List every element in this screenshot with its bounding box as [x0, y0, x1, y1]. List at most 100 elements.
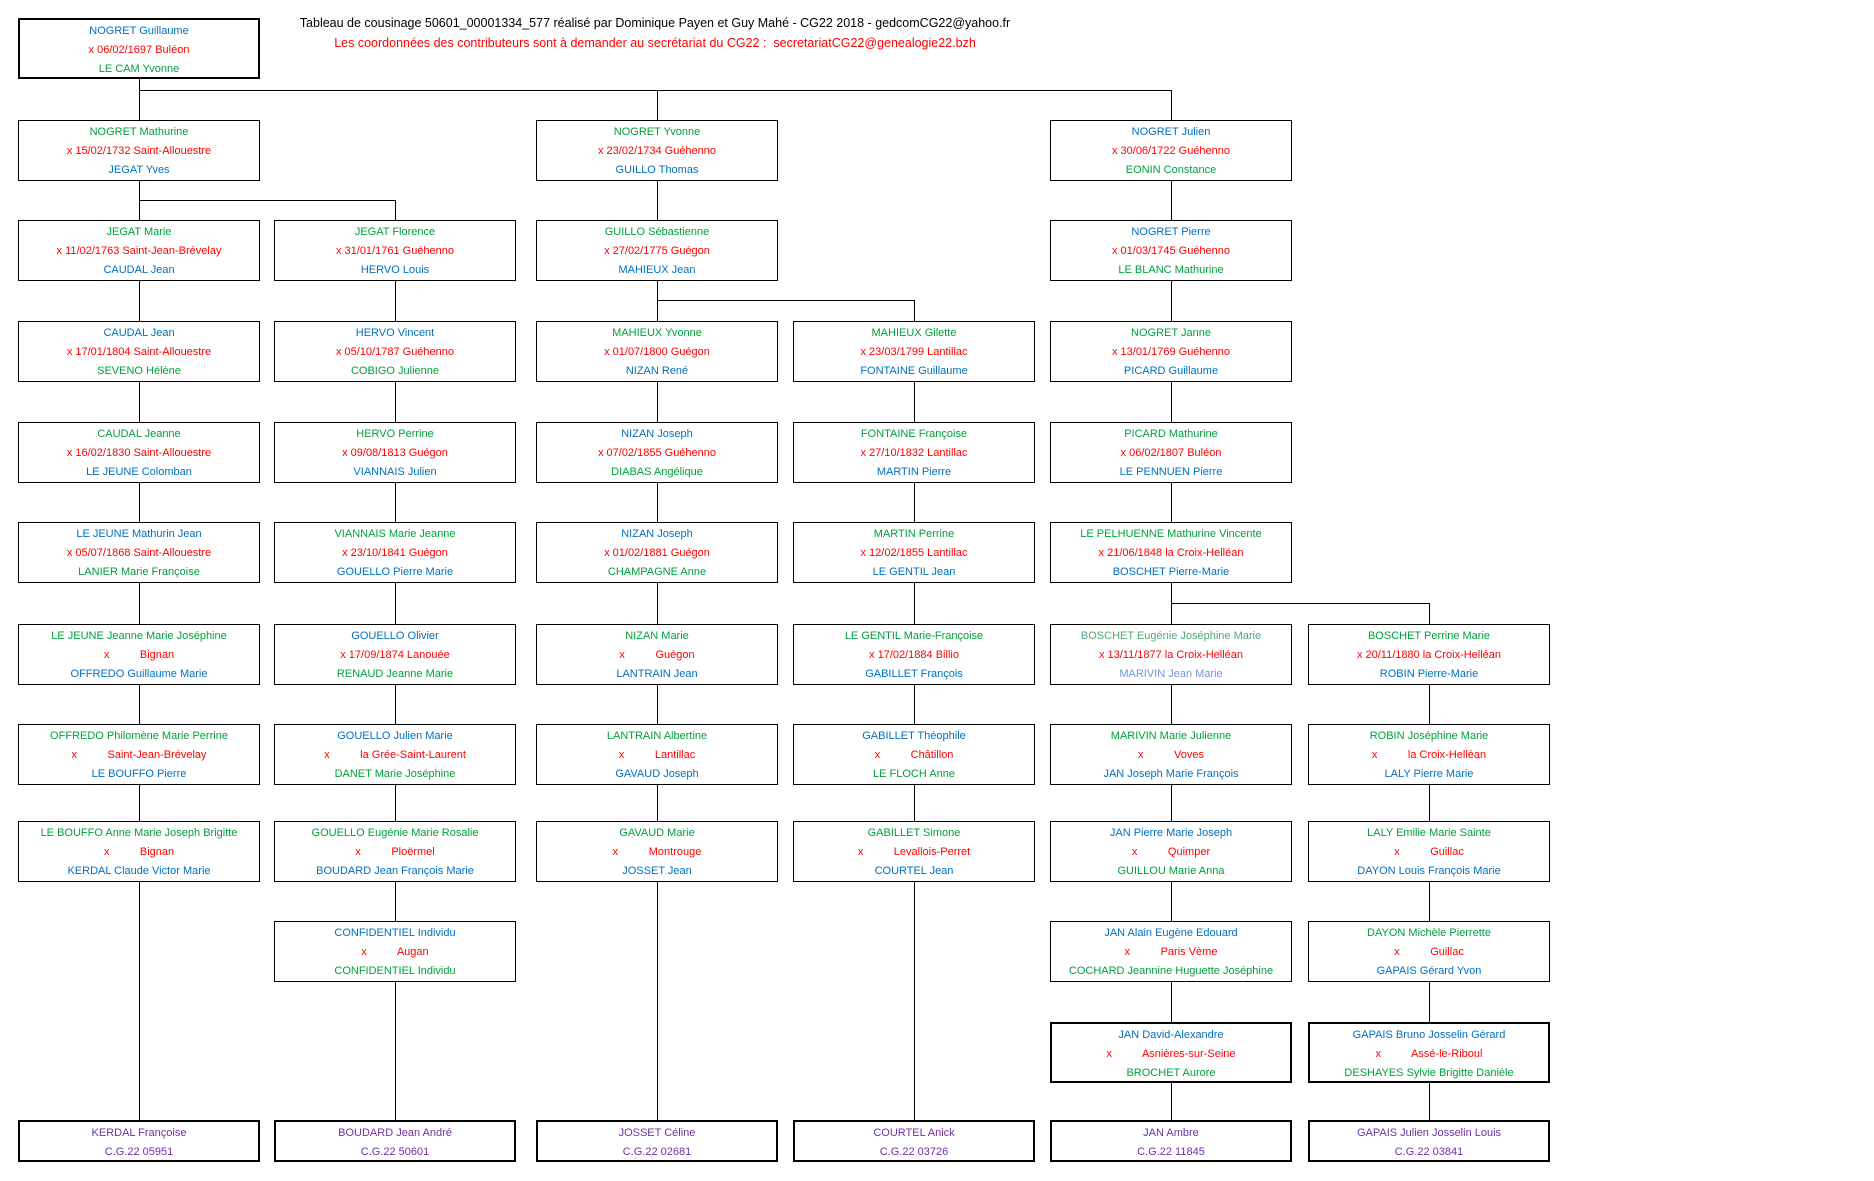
person-box: JAN David-Alexandre x Asnières-sur-Seine B…: [1050, 1022, 1292, 1083]
spouse-name: SEVENO Hélène: [97, 365, 181, 377]
connector-line: [395, 785, 396, 821]
person-name: JOSSET Céline: [618, 1127, 696, 1139]
connector-line: [1171, 603, 1430, 604]
connector-line: [914, 583, 915, 624]
spouse-name: LALY Pierre Marie: [1384, 768, 1474, 780]
marriage-line: x 17/02/1884 Billio: [869, 649, 959, 661]
person-name: MARIVIN Marie Julienne: [1110, 730, 1232, 742]
marriage-line: x 27/10/1832 Lantillac: [860, 447, 968, 459]
marriage-line: x la Grée-Saint-Laurent: [324, 749, 466, 761]
marriage-line: x 07/02/1855 Guéhenno: [597, 447, 717, 459]
person-name: OFFREDO Philomène Marie Perrine: [50, 730, 228, 742]
person-box: COURTEL Anick C.G.22 03726: [793, 1120, 1035, 1162]
connector-line: [1171, 685, 1172, 724]
person-name: JEGAT Florence: [354, 226, 436, 238]
person-name: GAPAIS Julien Josselin Louis: [1356, 1127, 1502, 1139]
person-box: JAN Ambre C.G.22 11845: [1050, 1120, 1292, 1162]
person-box: LE JEUNE Jeanne Marie Joséphine x Bignan O…: [18, 624, 260, 685]
person-box: LE GENTIL Marie-Françoise x 17/02/1884 Bi…: [793, 624, 1035, 685]
marriage-line: x 13/01/1769 Guéhenno: [1111, 346, 1231, 358]
connector-line: [1171, 382, 1172, 422]
person-box: HERVO Perrine x 09/08/1813 Guégon VIANNAIS…: [274, 422, 516, 483]
person-box: GUILLO Sébastienne x 27/02/1775 Guégon MAH…: [536, 220, 778, 281]
marriage-line: x 01/03/1745 Guéhenno: [1111, 245, 1231, 257]
spouse-name: KERDAL Claude Victor Marie: [67, 865, 211, 877]
person-box: NOGRET Julien x 30/06/1722 Guéhenno EONIN …: [1050, 120, 1292, 181]
person-box: HERVO Vincent x 05/10/1787 Guéhenno COBIGO…: [274, 321, 516, 382]
spouse-name: CHAMPAGNE Anne: [607, 566, 707, 578]
connector-line: [1429, 603, 1430, 624]
connector-line: [139, 200, 396, 201]
person-box: GAPAIS Bruno Josselin Gérard x Assé-le-Ri…: [1308, 1022, 1550, 1083]
spouse-name: LE PENNUEN Pierre: [1119, 466, 1223, 478]
connector-line: [914, 300, 915, 321]
connector-line: [914, 483, 915, 522]
spouse-name: GAPAIS Gérard Yvon: [1376, 965, 1482, 977]
connector-line: [139, 685, 140, 724]
marriage-line: x Guillac: [1394, 846, 1464, 858]
connector-line: [139, 79, 140, 90]
person-box: BOSCHET Eugénie Joséphine Marie x 13/11/1…: [1050, 624, 1292, 685]
cg-reference: C.G.22 11845: [1137, 1146, 1205, 1158]
spouse-name: VIANNAIS Julien: [353, 466, 437, 478]
marriage-line: x 01/02/1881 Guégon: [604, 547, 710, 559]
spouse-name: BROCHET Aurore: [1126, 1067, 1216, 1079]
connector-line: [914, 882, 915, 1120]
spouse-name: COBIGO Julienne: [350, 365, 440, 377]
spouse-name: MARTIN Pierre: [876, 466, 952, 478]
connector-line: [1171, 483, 1172, 522]
connector-line: [395, 982, 396, 1120]
connector-line: [657, 483, 658, 522]
spouse-name: GABILLET François: [865, 668, 963, 680]
connector-line: [1171, 882, 1172, 921]
marriage-line: x Asnières-sur-Seine: [1106, 1048, 1236, 1060]
marriage-line: x Assé-le-Riboul: [1375, 1048, 1483, 1060]
marriage-line: x Paris Vème: [1124, 946, 1218, 958]
spouse-name: DAYON Louis François Marie: [1357, 865, 1501, 877]
connector-line: [395, 200, 396, 220]
connector-line: [657, 583, 658, 624]
spouse-name: DESHAYES Sylvie Brigitte Danièle: [1344, 1067, 1514, 1079]
connector-line: [1171, 603, 1172, 624]
spouse-name: MAHIEUX Jean: [618, 264, 696, 276]
person-box: NIZAN Marie x Guégon LANTRAIN Jean: [536, 624, 778, 685]
person-name: PICARD Mathurine: [1124, 428, 1218, 440]
connector-line: [657, 785, 658, 821]
marriage-line: x Guillac: [1394, 946, 1464, 958]
person-box: NOGRET Janne x 13/01/1769 Guéhenno PICARD …: [1050, 321, 1292, 382]
cg-reference: C.G.22 05951: [104, 1146, 174, 1158]
marriage-line: x Châtillon: [874, 749, 954, 761]
person-name: LANTRAIN Albertine: [606, 730, 708, 742]
person-box: MAHIEUX Gilette x 23/03/1799 Lantillac FON…: [793, 321, 1035, 382]
spouse-name: RENAUD Jeanne Marie: [336, 668, 454, 680]
spouse-name: CAUDAL Jean: [103, 264, 175, 276]
spouse-name: JOSSET Jean: [622, 865, 692, 877]
person-name: NOGRET Julien: [1131, 126, 1211, 138]
person-name: NOGRET Guillaume: [89, 25, 189, 37]
connector-line: [1171, 982, 1172, 1022]
person-box: GABILLET Théophile x Châtillon LE FLOCH An…: [793, 724, 1035, 785]
spouse-name: GUILLOU Marie Anna: [1117, 865, 1225, 877]
marriage-line: x 13/11/1877 la Croix-Helléan: [1098, 649, 1244, 661]
person-name: MAHIEUX Gilette: [871, 327, 957, 339]
person-name: LE BOUFFO Anne Marie Joseph Brigitte: [40, 827, 238, 839]
marriage-line: x Levallois-Perret: [857, 846, 971, 858]
person-name: GAPAIS Bruno Josselin Gérard: [1352, 1029, 1506, 1041]
chart-title: Tableau de cousinage 50601_00001334_577 …: [299, 16, 1011, 30]
spouse-name: NIZAN René: [625, 365, 689, 377]
marriage-line: x 11/02/1763 Saint-Jean-Brévelay: [56, 245, 222, 257]
person-name: NOGRET Janne: [1131, 327, 1211, 339]
person-name: LE JEUNE Jeanne Marie Joséphine: [51, 630, 227, 642]
cg-reference: C.G.22 02681: [622, 1146, 692, 1158]
person-name: CAUDAL Jeanne: [97, 428, 181, 440]
spouse-name: PICARD Guillaume: [1123, 365, 1219, 377]
person-box: JOSSET Céline C.G.22 02681: [536, 1120, 778, 1162]
cg-reference: C.G.22 03726: [879, 1146, 949, 1158]
person-name: DAYON Michèle Pierrette: [1367, 927, 1491, 939]
person-box: LE JEUNE Mathurin Jean x 05/07/1868 Saint…: [18, 522, 260, 583]
connector-line: [914, 785, 915, 821]
person-name: COURTEL Anick: [873, 1127, 955, 1139]
marriage-line: x 05/07/1868 Saint-Allouestre: [66, 547, 212, 559]
person-box: GAPAIS Julien Josselin Louis C.G.22 03841: [1308, 1120, 1550, 1162]
marriage-line: x la Croix-Helléan: [1371, 749, 1487, 761]
